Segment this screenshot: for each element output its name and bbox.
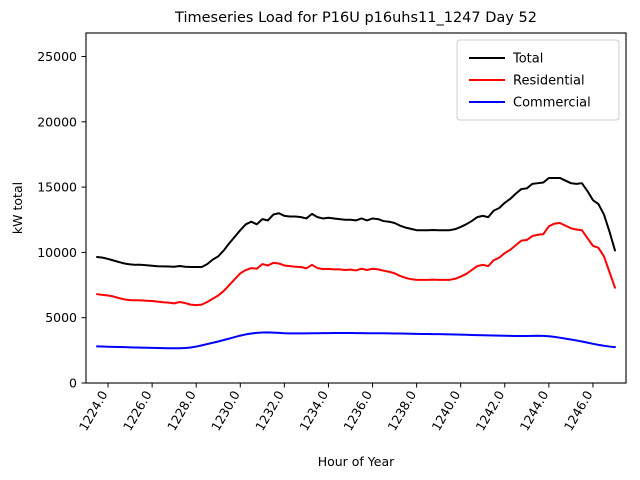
series-line-total xyxy=(96,176,616,269)
legend-label-total: Total xyxy=(512,52,543,67)
y-tick-label: 0 xyxy=(69,376,77,391)
chart-title: Timeseries Load for P16U p16uhs11_1247 D… xyxy=(174,10,537,26)
y-axis-title: kW total xyxy=(10,182,25,234)
y-tick-label: 15000 xyxy=(37,180,77,195)
y-tick-label: 20000 xyxy=(37,114,77,129)
plot-area-border xyxy=(85,32,627,384)
y-tick-label: 5000 xyxy=(45,310,77,325)
y-tick-label: 25000 xyxy=(37,49,77,64)
axes-frame xyxy=(85,32,627,384)
y-tick-label: 10000 xyxy=(37,245,77,260)
data-series-group xyxy=(96,176,616,350)
y-axis-ticks: 0 5000 10000 15000 20000 25000 xyxy=(37,49,86,391)
series-line-commercial xyxy=(96,331,616,350)
legend-background xyxy=(456,39,620,121)
chart-legend: Total Residential Commercial xyxy=(456,39,620,121)
series-line-residential xyxy=(96,222,616,307)
legend-label-residential: Residential xyxy=(513,74,585,89)
legend-label-commercial: Commercial xyxy=(513,96,591,111)
x-axis-title: Hour of Year xyxy=(318,454,395,469)
